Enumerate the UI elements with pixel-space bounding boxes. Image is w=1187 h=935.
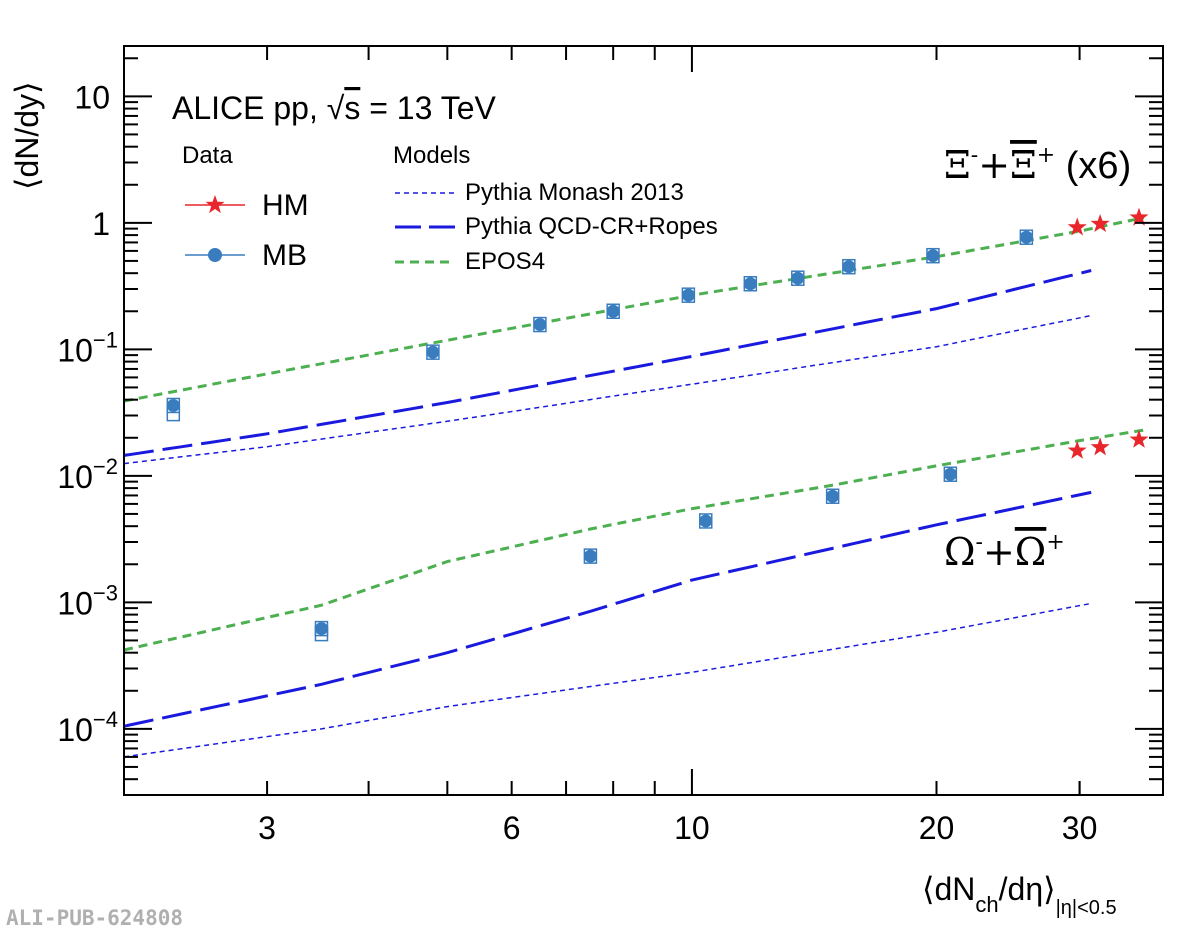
- data-point-mb: [1019, 230, 1033, 244]
- y-tick-label: 10−3: [57, 580, 118, 621]
- x-tick-label: 6: [503, 810, 521, 846]
- legend-hm-star: [205, 195, 225, 214]
- omega-annotation: Ω-+Ω+: [944, 530, 1065, 574]
- publication-id: ALI-PUB-624808: [6, 906, 184, 930]
- data-point-mb: [533, 318, 547, 332]
- data-point-mb: [842, 260, 856, 274]
- legend-ropes-label: Pythia QCD-CR+Ropes: [465, 213, 718, 240]
- model-curve-ropes: [123, 490, 1092, 728]
- y-tick-label: 10: [74, 79, 110, 115]
- axis-ticks: [123, 46, 1163, 796]
- data-point-mb: [314, 622, 328, 636]
- y-tick-label: 1: [92, 206, 110, 242]
- data-point-hm: [1129, 429, 1149, 448]
- data-point-mb: [166, 398, 180, 412]
- tick-labels: 3 6 10 20 30 10−4 10−3 10−2 10−1 1 10: [57, 79, 1097, 846]
- data-point-mb: [791, 271, 805, 285]
- model-curve-monash: [123, 314, 1092, 465]
- legend-mb-label: MB: [262, 239, 307, 272]
- y-tick-label: 10−2: [57, 454, 118, 495]
- plot-frame: [123, 45, 1164, 796]
- legend-hm-label: HM: [262, 189, 309, 222]
- data-points: [166, 207, 1149, 642]
- x-tick-label: 10: [674, 810, 710, 846]
- legend-monash-label: Pythia Monash 2013: [465, 179, 684, 206]
- y-tick-label: 10−4: [57, 707, 118, 748]
- y-tick-label: 10−1: [57, 327, 118, 368]
- syst-box: [314, 625, 329, 642]
- chart-title: ALICE pp, √s = 13 TeV: [172, 90, 496, 126]
- data-point-hm: [1090, 214, 1110, 232]
- data-point-mb: [826, 489, 840, 503]
- x-axis-label: ⟨dNch/dη⟩|η|<0.5: [922, 871, 1117, 919]
- data-point-mb: [926, 249, 940, 263]
- legend-mb-marker: [208, 248, 222, 262]
- data-point-mb: [699, 514, 713, 528]
- legend-models-title: Models: [393, 142, 470, 169]
- data-point-mb: [426, 345, 440, 359]
- x-tick-label: 20: [919, 810, 955, 846]
- xi-annotation: Ξ-+Ξ+ (x6): [944, 143, 1131, 187]
- data-point-hm: [1129, 207, 1149, 226]
- model-curve-monash: [123, 602, 1092, 758]
- data-point-hm: [1067, 217, 1087, 236]
- data-point-mb: [583, 549, 597, 563]
- legend: Data Models HM MB Pythia Monash 2013 Pyt…: [182, 142, 718, 275]
- data-point-mb: [606, 304, 620, 318]
- data-point-mb: [943, 467, 957, 481]
- model-curves: [123, 216, 1145, 758]
- data-point-hm: [1090, 437, 1110, 456]
- x-tick-label: 30: [1062, 810, 1098, 846]
- model-curve-ropes: [123, 269, 1092, 457]
- y-axis-label: ⟨dN/dy⟩: [9, 81, 45, 190]
- data-point-hm: [1067, 440, 1087, 459]
- data-point-mb: [681, 288, 695, 302]
- syst-box: [166, 405, 181, 422]
- data-point-mb: [743, 277, 757, 291]
- model-curve-epos: [123, 428, 1145, 652]
- legend-epos-label: EPOS4: [465, 248, 545, 275]
- legend-hm-marker: [205, 195, 225, 214]
- x-tick-label: 3: [258, 810, 276, 846]
- legend-data-title: Data: [182, 142, 233, 169]
